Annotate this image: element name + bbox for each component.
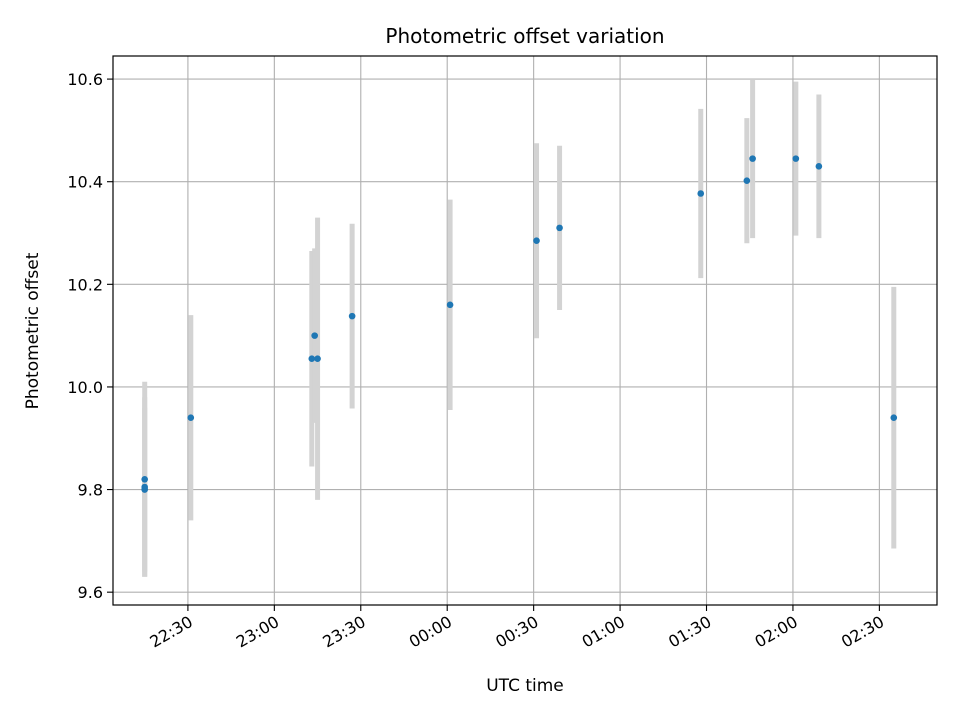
x-tick-label: 01:30 bbox=[665, 612, 714, 652]
data-point bbox=[697, 190, 705, 197]
y-tick-label: 10.4 bbox=[67, 173, 103, 192]
y-tick-label: 10.2 bbox=[67, 275, 103, 294]
y-axis: 9.6 9.8 10.0 10.2 10.4 10.6 bbox=[67, 70, 113, 602]
x-tick-label: 02:30 bbox=[838, 612, 887, 652]
data-point bbox=[792, 155, 800, 162]
x-tick-label: 02:00 bbox=[752, 612, 801, 652]
data-point bbox=[141, 483, 148, 491]
x-tick-label: 23:00 bbox=[233, 612, 282, 652]
x-tick-label: 22:30 bbox=[146, 612, 195, 652]
data-point bbox=[308, 355, 316, 363]
y-tick-label: 9.6 bbox=[78, 583, 103, 602]
y-axis-label: Photometric offset bbox=[23, 252, 43, 409]
grid-lines bbox=[113, 56, 937, 605]
plot-frame bbox=[112, 55, 938, 606]
data-point bbox=[743, 177, 751, 184]
data-point bbox=[446, 301, 454, 309]
x-axis: 22:30 23:00 23:30 00:00 00:30 01:00 01:30 02:00… bbox=[146, 605, 887, 652]
data-point bbox=[141, 475, 148, 483]
y-tick-label: 10.6 bbox=[67, 70, 103, 89]
data-point bbox=[533, 237, 540, 245]
x-axis-label: UTC time bbox=[486, 676, 564, 696]
x-tick-label: 00:00 bbox=[406, 612, 455, 652]
data-point bbox=[311, 332, 318, 339]
data-points bbox=[141, 155, 898, 493]
data-point bbox=[890, 414, 898, 422]
x-tick-label: 00:30 bbox=[492, 612, 541, 652]
data-point bbox=[749, 155, 756, 162]
y-tick-label: 10.0 bbox=[67, 378, 103, 397]
data-point bbox=[187, 414, 195, 422]
chart-title: Photometric offset variation bbox=[385, 24, 664, 48]
data-point bbox=[556, 224, 563, 232]
y-tick-label: 9.8 bbox=[78, 481, 103, 500]
x-tick-label: 01:00 bbox=[579, 612, 628, 652]
error-bars bbox=[142, 79, 897, 577]
data-point bbox=[314, 355, 321, 363]
data-point bbox=[815, 163, 823, 170]
x-tick-label: 23:30 bbox=[319, 612, 368, 652]
data-point bbox=[348, 312, 356, 320]
